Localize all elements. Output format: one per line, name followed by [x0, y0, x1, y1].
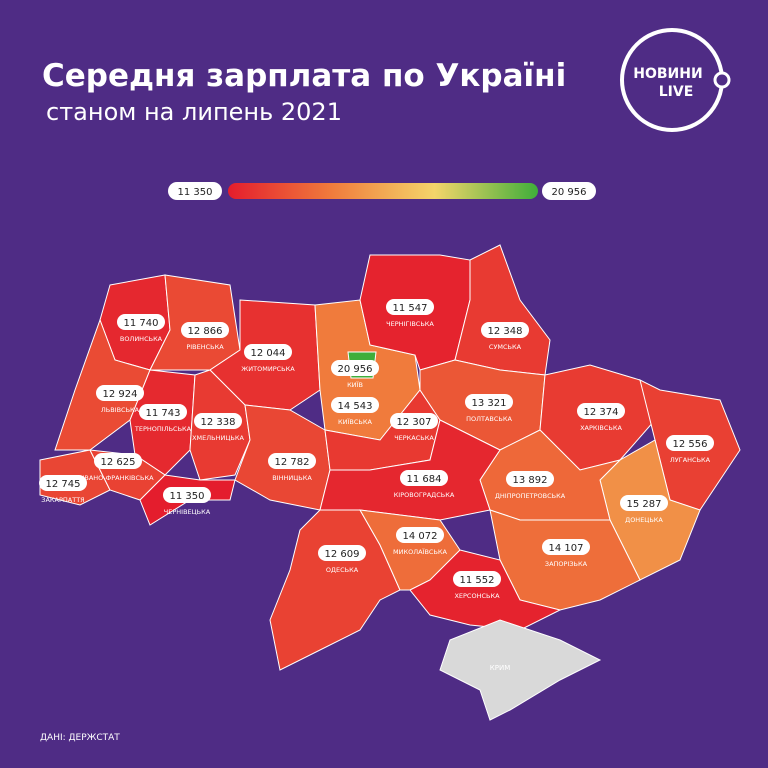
- region-name: ХАРКІВСЬКА: [580, 424, 622, 432]
- value-pill: [96, 385, 144, 401]
- value-pill: [331, 360, 379, 376]
- value-label: 12 745: [46, 479, 81, 490]
- region-name: ТЕРНОПІЛЬСЬКА: [134, 425, 192, 433]
- value-label: 11 684: [407, 474, 442, 485]
- region-name: ОДЕСЬКА: [326, 566, 359, 574]
- region-name: ВОЛИНСЬКА: [120, 335, 163, 343]
- legend-pill: [168, 182, 222, 200]
- value-pill: [666, 435, 714, 451]
- region-name: КИЇВСЬКА: [338, 417, 372, 426]
- logo-text: НОВИНИ: [633, 66, 702, 82]
- value-pill: [181, 322, 229, 338]
- value-label: 12 348: [488, 326, 523, 337]
- value-pill: [139, 404, 187, 420]
- value-label: 11 740: [124, 318, 159, 329]
- labels: 11 740 ВОЛИНСЬКА 12 866 РІВЕНСЬКА 12 044 ЖИТО…: [39, 299, 714, 600]
- region-name: ЧЕРКАСЬКА: [394, 434, 434, 442]
- region-name: ЧЕРНІВЕЦЬКА: [164, 508, 211, 516]
- region-name: СУМСЬКА: [489, 343, 522, 351]
- region-name: ЛЬВІВСЬКА: [101, 406, 140, 414]
- region-name: КИЇВ: [347, 380, 363, 389]
- value-pill: [194, 413, 242, 429]
- value-pill: [318, 545, 366, 561]
- value-label: 12 556: [673, 439, 708, 450]
- subtitle: станом на липень 2021: [46, 98, 342, 126]
- map: КРИМ 11 740 ВОЛИНСЬКА 12 866 РІВЕНСЬКА 12 04…: [39, 244, 741, 721]
- value-label: 14 072: [403, 531, 438, 542]
- value-pill: [117, 314, 165, 330]
- value-pill: [244, 344, 292, 360]
- region-name: ЗАКАРПАТТЯ: [41, 496, 84, 504]
- region-name: ПОЛТАВСЬКА: [466, 415, 512, 423]
- region-name: ЛУГАНСЬКА: [670, 456, 711, 464]
- region-name: ХЕРСОНСЬКА: [454, 592, 500, 600]
- value-pill: [620, 495, 668, 511]
- value-pill: [331, 397, 379, 413]
- region: [54, 318, 151, 451]
- logo-dot: [713, 71, 731, 89]
- value-pill: [465, 394, 513, 410]
- region-name: ЖИТОМИРСЬКА: [241, 365, 295, 373]
- logo: НОВИНИ LIVE: [620, 28, 731, 132]
- value-label: 12 609: [325, 549, 360, 560]
- value-label: 15 287: [627, 499, 662, 510]
- value-pill: [163, 487, 211, 503]
- value-pill: [506, 471, 554, 487]
- value-label: 12 782: [275, 457, 310, 468]
- title: Середня зарплата по Україні: [42, 58, 566, 94]
- value-pill: [94, 453, 142, 469]
- value-pill: [542, 539, 590, 555]
- value-pill: [453, 571, 501, 587]
- region-name: ВІННИЦЬКА: [272, 474, 312, 482]
- legend-min: 11 350: [178, 187, 213, 198]
- region-name: ЗАПОРІЗЬКА: [545, 560, 588, 568]
- value-label: 14 107: [549, 543, 584, 554]
- value-label: 12 924: [103, 389, 138, 400]
- value-label: 11 743: [146, 408, 181, 419]
- logo-text: LIVE: [659, 84, 694, 100]
- source: ДАНІ: ДЕРЖСТАТ: [40, 733, 120, 743]
- value-pill: [390, 413, 438, 429]
- legend-pill: [542, 182, 596, 200]
- value-label: 12 866: [188, 326, 223, 337]
- crimea: [439, 619, 602, 721]
- value-label: 12 338: [201, 417, 236, 428]
- value-label: 20 956: [338, 364, 373, 375]
- value-label: 14 543: [338, 401, 373, 412]
- region-name: КІРОВОГРАДСЬКА: [394, 491, 455, 499]
- value-pill: [481, 322, 529, 338]
- legend-bar: [228, 183, 538, 199]
- region-name: ІВАНО-ФРАНКІВСЬКА: [82, 474, 154, 482]
- value-label: 11 547: [393, 303, 428, 314]
- value-label: 11 552: [460, 575, 495, 586]
- region-name: ДНІПРОПЕТРОВСЬКА: [495, 492, 566, 500]
- region-name: РІВЕНСЬКА: [186, 343, 224, 351]
- value-label: 13 892: [513, 475, 548, 486]
- region-name: МИКОЛАЇВСЬКА: [393, 547, 448, 556]
- value-label: 12 307: [397, 417, 432, 428]
- value-label: 13 321: [472, 398, 507, 409]
- region-name: ДОНЕЦЬКА: [625, 516, 663, 524]
- value-pill: [396, 527, 444, 543]
- value-pill: [39, 475, 87, 491]
- value-pill: [400, 470, 448, 486]
- region-name: ХМЕЛЬНИЦЬКА: [192, 434, 244, 442]
- value-pill: [577, 403, 625, 419]
- value-label: 11 350: [170, 491, 205, 502]
- region-name: КРИМ: [490, 664, 510, 672]
- value-label: 12 044: [251, 348, 286, 359]
- value-label: 12 625: [101, 457, 136, 468]
- value-pill: [268, 453, 316, 469]
- legend-max: 20 956: [552, 187, 587, 198]
- region-name: ЧЕРНІГІВСЬКА: [386, 320, 434, 328]
- value-pill: [386, 299, 434, 315]
- value-label: 12 374: [584, 407, 619, 418]
